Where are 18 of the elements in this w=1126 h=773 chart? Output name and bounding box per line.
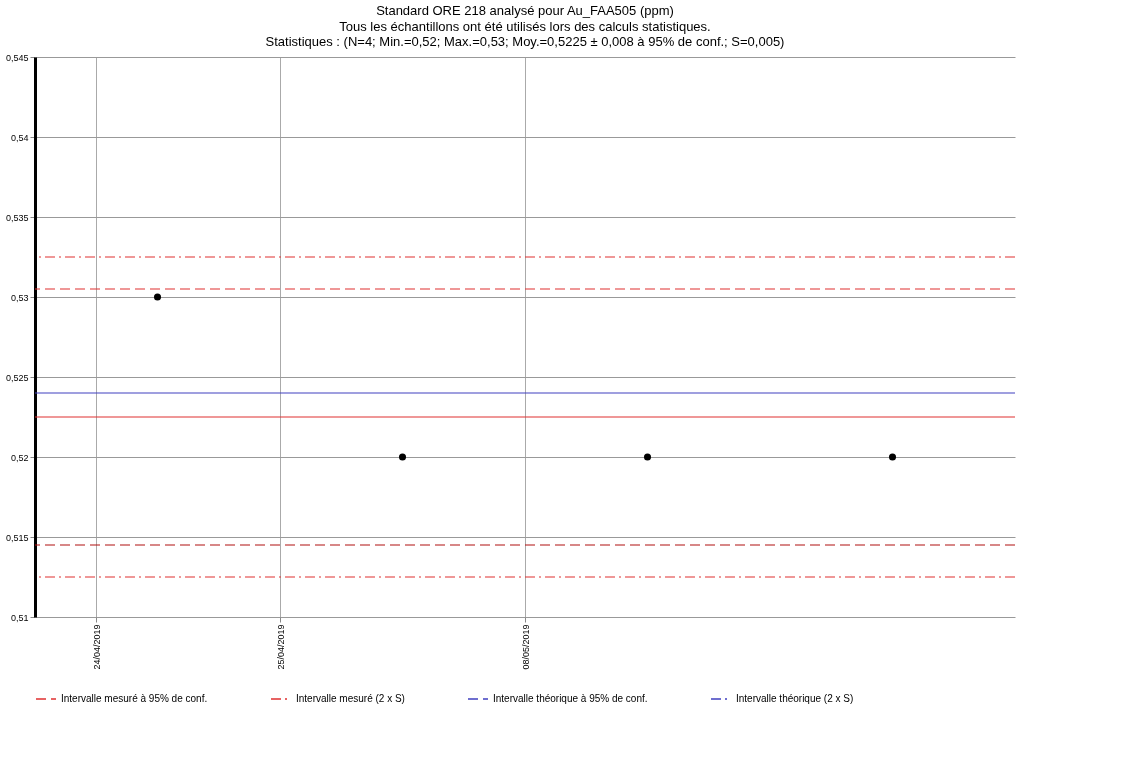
y-tick-label: 0,53: [10, 292, 29, 303]
y-tick-label: 0,51: [10, 612, 29, 623]
x-tick-label: 08/05/2019: [520, 624, 531, 670]
legend-label: Intervalle mesuré (2 x S): [296, 693, 405, 704]
text: Tous les échantillons ont été utilisés lors des calculs statistiques.: [339, 19, 711, 34]
legend-label: Intervalle mesuré à 95% de conf.: [61, 693, 208, 704]
chart-title: Standard ORE 218 analysé pour Au_FAA505 (ppm): [376, 3, 674, 18]
x-tick-label: 24/04/2019: [91, 624, 102, 670]
y-tick-label: 0,545: [5, 52, 29, 63]
y-tick-label: 0,52: [10, 452, 29, 463]
x-tick-label: 25/04/2019: [275, 624, 286, 670]
text: Statistiques : (N=4; Min.=0,52; Max.=0,53; Moy.=0,5225 ± 0,008 à 95% de conf.; S=0,005): [265, 34, 785, 49]
y-tick-label: 0,525: [5, 372, 29, 383]
legend-label: Intervalle théorique (2 x S): [736, 693, 854, 704]
legend-label: Intervalle théorique à 95% de conf.: [493, 693, 648, 704]
y-tick-label: 0,535: [5, 212, 29, 223]
y-tick-label: 0,54: [10, 132, 29, 143]
y-tick-label: 0,515: [5, 532, 29, 543]
